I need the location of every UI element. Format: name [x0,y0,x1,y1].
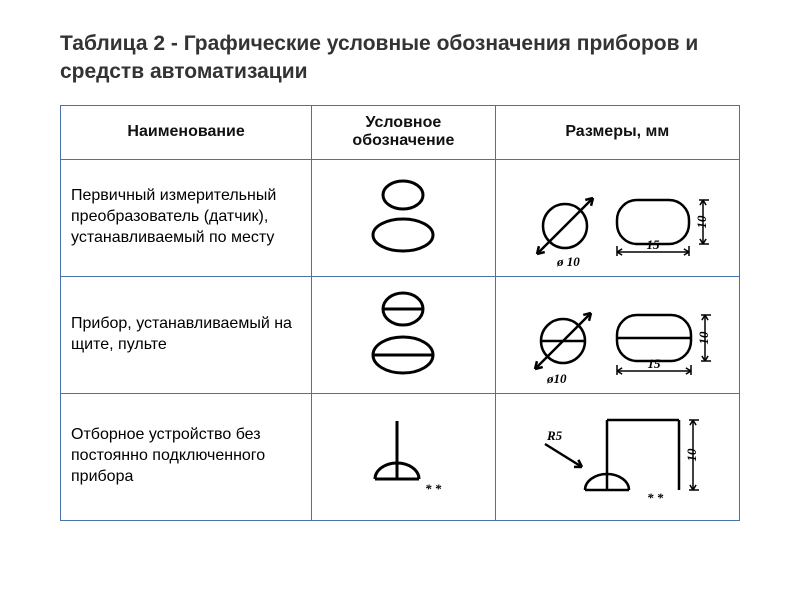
cell-dimensions-diagram: ø 10 15 10 [495,159,739,276]
cell-dimensions-diagram: ø10 15 10 [495,276,739,393]
svg-text:15: 15 [647,237,661,252]
svg-text:10: 10 [694,215,709,229]
svg-text:R5: R5 [546,428,563,443]
svg-text:10: 10 [684,448,699,462]
cell-symbol-diagram [312,276,495,393]
table-row: Прибор, устанавливаемый на щите, пульте ø… [61,276,740,393]
svg-text:ø 10: ø 10 [556,254,580,268]
col-header-name: Наименование [61,105,312,159]
svg-text:10: 10 [696,331,711,345]
cell-symbol-diagram: * * [312,393,495,520]
cell-name: Отборное устройство без постоянно подклю… [61,393,312,520]
svg-text:* *: * * [425,481,442,496]
symbols-table: Наименование Условное обозначение Размер… [60,105,740,521]
cell-dimensions-diagram: R5 10 * * [495,393,739,520]
cell-symbol-diagram [312,159,495,276]
col-header-dims: Размеры, мм [495,105,739,159]
svg-text:ø10: ø10 [546,371,567,385]
table-header-row: Наименование Условное обозначение Размер… [61,105,740,159]
svg-text:15: 15 [648,356,662,371]
table-row: Отборное устройство без постоянно подклю… [61,393,740,520]
svg-text:* *: * * [647,490,664,505]
cell-name: Прибор, устанавливаемый на щите, пульте [61,276,312,393]
table-row: Первичный измерительный преобразователь … [61,159,740,276]
col-header-symbol: Условное обозначение [312,105,495,159]
cell-name: Первичный измерительный преобразователь … [61,159,312,276]
table-caption: Таблица 2 - Графические условные обознач… [60,30,740,87]
